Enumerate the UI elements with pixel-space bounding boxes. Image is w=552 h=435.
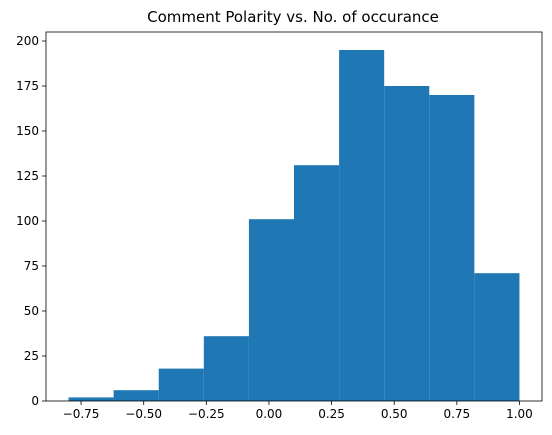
y-tick-label: 200 [16, 34, 39, 48]
x-tick-label: −0.25 [188, 407, 225, 421]
histogram-bar-4 [203, 336, 249, 401]
y-tick-label: 100 [16, 214, 39, 228]
y-tick-label: 0 [31, 394, 39, 408]
histogram-bar-1 [68, 397, 114, 401]
histogram-bar-7 [339, 50, 385, 401]
histogram-bar-3 [158, 368, 204, 401]
x-axis: −0.75 −0.50 −0.25 0.00 0.25 0.50 0.75 1.00 [63, 401, 533, 421]
y-tick-label: 125 [16, 169, 39, 183]
bars-group [68, 50, 520, 401]
chart-title: Comment Polarity vs. No. of occurance [147, 8, 439, 26]
x-tick-label: 0.50 [381, 407, 408, 421]
y-tick-label: 75 [24, 259, 39, 273]
y-tick-label: 150 [16, 124, 39, 138]
histogram-bar-6 [294, 165, 340, 401]
y-tick-label: 175 [16, 79, 39, 93]
histogram-bar-9 [429, 95, 475, 401]
x-tick-label: 1.00 [506, 407, 533, 421]
histogram-bar-10 [474, 273, 520, 401]
plot-frame [45, 31, 543, 402]
x-tick-label: 0.00 [256, 407, 283, 421]
x-tick-label: 0.75 [443, 407, 470, 421]
x-tick-label: −0.75 [63, 407, 100, 421]
y-axis: 0 25 50 75 100 125 150 175 200 [16, 34, 46, 408]
histogram-bar-5 [248, 219, 294, 401]
y-tick-label: 25 [24, 349, 39, 363]
histogram-bar-8 [384, 86, 430, 401]
x-tick-label: −0.50 [125, 407, 162, 421]
x-tick-label: 0.25 [318, 407, 345, 421]
histogram-bar-2 [113, 390, 159, 401]
y-tick-label: 50 [24, 304, 39, 318]
